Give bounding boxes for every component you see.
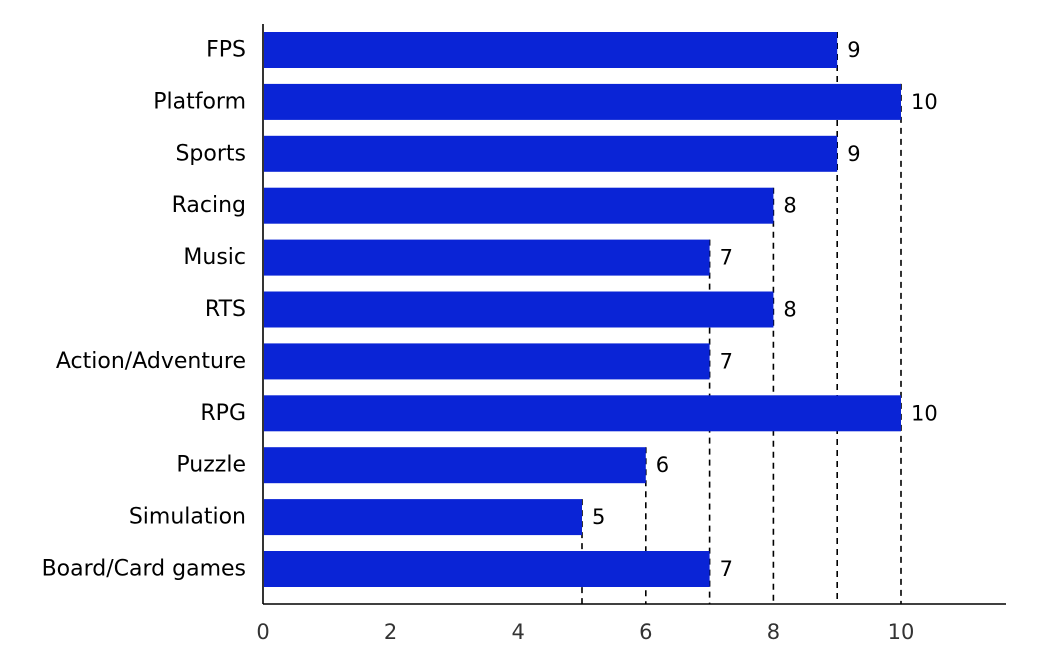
bar [264,135,838,172]
category-label: FPS [206,38,246,63]
category-label: RTS [205,297,246,322]
value-label: 7 [720,557,733,581]
value-label: 6 [656,453,669,477]
bar [264,83,901,120]
bar [264,32,838,68]
category-label: Platform [153,89,246,114]
category-label: Action/Adventure [56,349,246,374]
x-tick-label: 0 [256,620,269,644]
bar [264,343,710,380]
value-label: 9 [847,38,860,62]
bar [264,239,710,276]
category-label: RPG [200,401,246,426]
bar [264,499,582,536]
value-label: 8 [783,298,796,322]
x-tick-label: 6 [639,620,652,644]
value-label: 8 [783,194,796,218]
category-label: Puzzle [176,453,246,478]
value-label: 7 [720,349,733,373]
value-label: 10 [911,401,938,425]
bar [264,291,774,328]
category-label: Board/Card games [42,557,246,582]
category-labels: FPS Platform Sports Racing Music RTS Action/Ad… [42,38,246,582]
bar [264,551,710,587]
x-tick-label: 8 [767,620,780,644]
bar [264,395,901,432]
category-label: Sports [175,141,246,166]
x-tick-label: 2 [384,620,397,644]
bars [264,32,901,587]
category-label: Racing [172,193,246,218]
category-label: Music [183,245,246,270]
x-tick-label: 10 [888,620,915,644]
value-label: 10 [911,90,938,114]
x-tick-label: 4 [512,620,525,644]
value-labels: 9 10 9 8 7 8 7 10 6 5 7 [592,38,938,581]
category-label: Simulation [129,505,246,530]
value-label: 5 [592,505,605,529]
value-label: 9 [847,142,860,166]
bar [264,187,774,224]
value-label: 7 [720,246,733,270]
x-tick-labels: 0 2 4 6 8 10 [256,620,914,644]
bar [264,447,646,484]
